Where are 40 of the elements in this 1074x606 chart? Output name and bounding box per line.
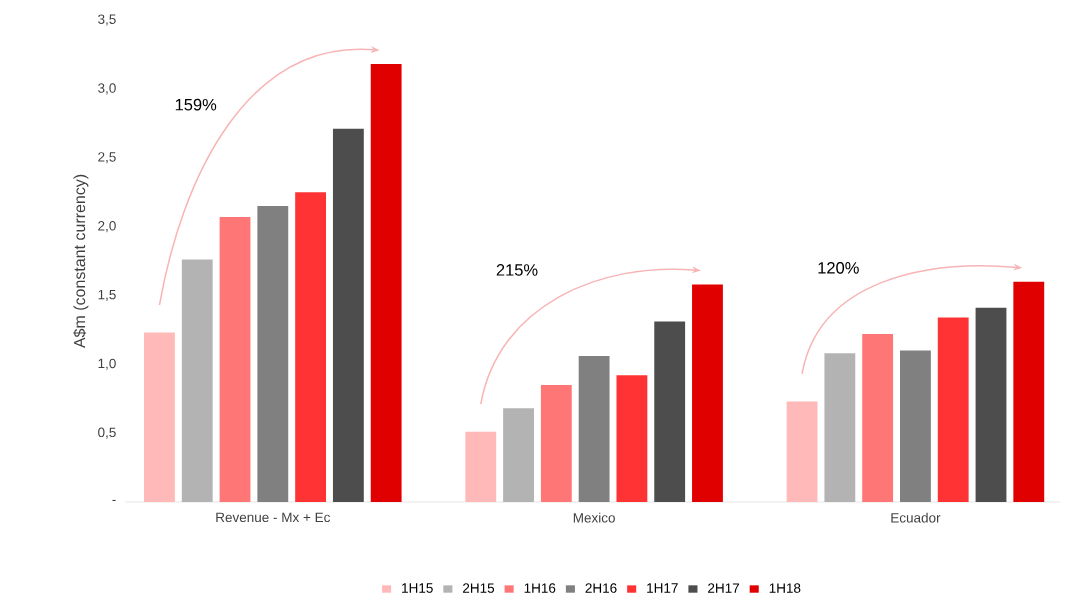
annotation: 215% (496, 264, 538, 276)
legend-label: 2H17 (708, 583, 740, 593)
bar (540, 384, 572, 502)
bar (975, 307, 1007, 502)
annotation: 159% (175, 98, 217, 111)
bar (370, 64, 402, 502)
bar (786, 401, 818, 502)
bar (937, 317, 969, 502)
bar (900, 350, 931, 502)
bar (654, 321, 686, 502)
y-tick-label: 1,0 (98, 358, 116, 370)
bar (257, 205, 289, 502)
legend-label: 1H16 (524, 583, 556, 593)
y-tick-label: 3,0 (98, 83, 116, 95)
y-tick-label: 1,5 (98, 289, 116, 301)
x-tick-label: Mexico (573, 512, 615, 523)
y-tick-label: - (112, 499, 116, 501)
legend-label: 1H15 (402, 583, 433, 593)
bar (862, 333, 894, 502)
bar (332, 128, 364, 502)
legend-label: 2H15 (463, 583, 495, 593)
y-tick-label: 3,5 (98, 14, 116, 26)
bar (578, 356, 610, 502)
x-tick-label: Ecuador (891, 512, 941, 523)
y-tick-label: 2,5 (98, 152, 116, 164)
legend-label: 1H18 (769, 583, 801, 593)
bar (616, 375, 648, 502)
y-tick-label: 0,5 (98, 427, 116, 439)
bar (295, 192, 327, 502)
bar (465, 431, 497, 502)
y-tick-label: 2,0 (98, 220, 116, 233)
x-tick-label: Revenue - Mx + Ec (216, 512, 331, 523)
annotation: 120% (818, 262, 859, 274)
legend-label: 2H16 (585, 583, 617, 593)
legend-label: 1H17 (647, 583, 678, 593)
bar (144, 332, 175, 502)
bar (692, 284, 723, 502)
y-axis-title: A$m (constant currency) (73, 174, 89, 349)
bar (219, 216, 251, 502)
bar (1013, 281, 1045, 502)
